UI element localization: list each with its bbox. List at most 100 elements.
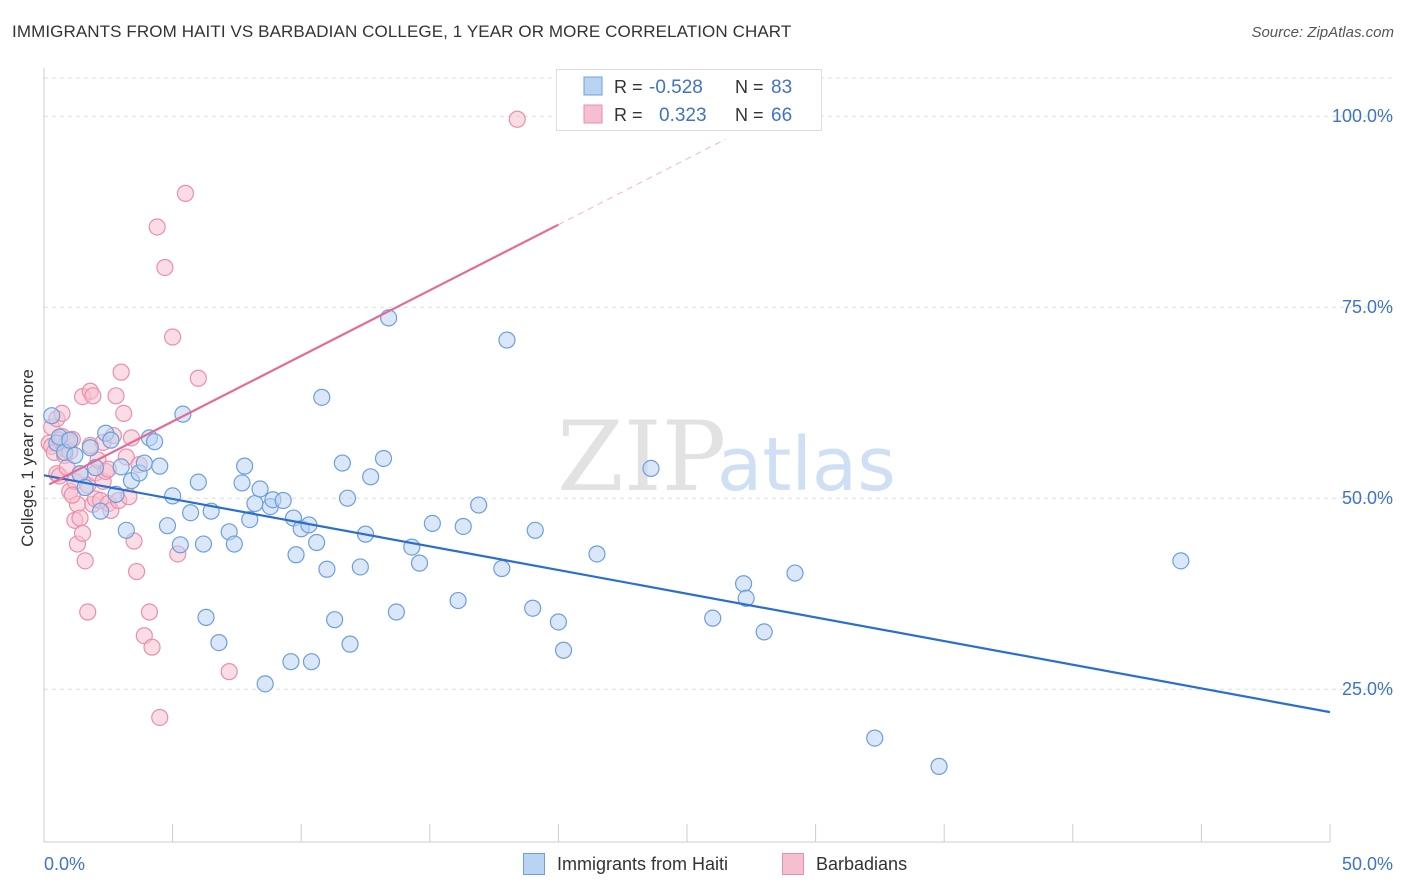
barbadians-point-62 — [220, 663, 238, 681]
haiti-point-70 — [526, 521, 544, 539]
haiti-point-61 — [387, 603, 405, 621]
haiti-point-56 — [351, 558, 369, 576]
haiti-point-64 — [423, 514, 441, 533]
stats-legend: R = -0.528 N = 83 R = 0.323 N = 66 — [556, 69, 822, 131]
haiti-point-39 — [256, 675, 274, 693]
watermark: ZIP atlas — [557, 401, 896, 513]
legend-swatch-barbadians — [583, 104, 603, 124]
y-tick-label-50: 50.0% — [1342, 488, 1393, 508]
bottom-legend-label-haiti: Immigrants from Haiti — [557, 853, 729, 874]
haiti-point-73 — [554, 641, 573, 659]
haiti-point-28 — [194, 535, 213, 553]
y-tick-label-75: 75.0% — [1342, 297, 1393, 317]
barbadians-point-56 — [151, 708, 169, 727]
barbadians-point-25 — [76, 552, 94, 570]
haiti-point-38 — [251, 480, 269, 498]
haiti-point-79 — [755, 623, 773, 641]
barbadians-point-57 — [156, 258, 174, 277]
haiti-point-48 — [302, 653, 321, 671]
bottom-legend-swatch-haiti — [523, 853, 545, 875]
y-tick-label-25: 25.0% — [1342, 679, 1393, 699]
haiti-point-34 — [233, 474, 251, 492]
haiti-point-36 — [241, 510, 259, 529]
legend-r-value-2: 0.323 — [659, 105, 707, 126]
barbadians-point-44 — [112, 363, 130, 381]
barbadians-point-53 — [140, 603, 159, 621]
haiti-point-81 — [866, 729, 884, 747]
legend-n-value-1: 83 — [771, 77, 792, 98]
haiti-point-72 — [549, 613, 568, 631]
haiti-point-26 — [182, 504, 200, 522]
legend-r-value-1: -0.528 — [649, 77, 703, 98]
haiti-point-10 — [91, 502, 110, 520]
haiti-point-63 — [410, 554, 429, 572]
haiti-point-82 — [930, 757, 948, 775]
barbadians-trend-extension — [558, 138, 726, 226]
barbadians-point-50 — [127, 562, 146, 581]
haiti-point-74 — [588, 545, 606, 563]
haiti-point-78 — [737, 589, 755, 607]
haiti-point-49 — [308, 533, 326, 552]
haiti-points — [43, 309, 1190, 775]
barbadians-point-60 — [176, 184, 195, 202]
legend-n-value-2: 66 — [771, 105, 792, 126]
source-credit: Source: ZipAtlas.com — [1251, 24, 1394, 41]
haiti-point-33 — [225, 535, 243, 553]
haiti-point-50 — [313, 388, 331, 406]
haiti-point-18 — [135, 454, 153, 472]
x-tick-label-max: 50.0% — [1342, 854, 1393, 874]
barbadians-point-22 — [71, 509, 89, 527]
legend-n-label-1: N = — [735, 77, 764, 97]
haiti-point-12 — [102, 431, 120, 449]
barbadians-point-24 — [73, 524, 92, 542]
haiti-point-23 — [164, 487, 182, 505]
bottom-legend-label-barbadians: Barbadians — [816, 853, 908, 874]
bottom-legend-barbadians: Barbadians — [782, 851, 907, 877]
barbadians-point-54 — [143, 638, 161, 656]
haiti-point-51 — [318, 560, 336, 578]
legend-r-label-1: R = — [614, 77, 643, 97]
haiti-point-58 — [362, 468, 380, 486]
haiti-point-24 — [171, 536, 189, 554]
barbadians-point-55 — [148, 218, 166, 236]
haiti-point-53 — [333, 454, 351, 472]
haiti-point-15 — [117, 521, 135, 539]
trend-lines — [43, 138, 1331, 714]
haiti-point-5 — [66, 446, 84, 465]
legend-n-label-2: N = — [735, 105, 764, 125]
y-tick-label-100: 100.0% — [1332, 106, 1393, 126]
haiti-point-21 — [151, 457, 169, 475]
barbadians-point-45 — [115, 404, 133, 422]
axes — [43, 68, 1331, 843]
haiti-point-75 — [642, 459, 660, 478]
haiti-point-59 — [374, 449, 393, 468]
haiti-point-35 — [236, 457, 254, 475]
legend-swatch-haiti — [583, 76, 603, 96]
barbadians-point-63 — [508, 110, 526, 128]
x-tick-label-min: 0.0% — [44, 854, 85, 874]
barbadians-trend-line — [48, 223, 559, 486]
barbadians-points — [40, 110, 526, 727]
haiti-point-4 — [61, 431, 79, 449]
bottom-legend-haiti: Immigrants from Haiti — [523, 851, 728, 877]
haiti-point-22 — [158, 517, 177, 535]
haiti-point-77 — [734, 575, 753, 593]
haiti-point-8 — [81, 439, 99, 457]
haiti-point-67 — [470, 496, 488, 514]
chart-title: IMMIGRANTS FROM HAITI VS BARBADIAN COLLE… — [12, 22, 792, 41]
stats-legend-svg: R = -0.528 N = 83 R = 0.323 N = 66 — [583, 76, 792, 126]
y-axis-label: College, 1 year or more — [18, 369, 37, 547]
haiti-point-45 — [287, 546, 305, 564]
haiti-point-80 — [786, 564, 804, 582]
tick-labels: 25.0% 50.0% 75.0% 100.0% 0.0% 50.0% — [44, 106, 1393, 874]
barbadians-point-30 — [84, 387, 102, 405]
barbadians-point-61 — [189, 369, 207, 387]
haiti-point-0 — [43, 407, 61, 425]
haiti-point-65 — [449, 591, 467, 610]
watermark-atlas: atlas — [717, 422, 896, 508]
haiti-point-27 — [189, 473, 207, 491]
haiti-point-42 — [274, 491, 292, 510]
haiti-point-76 — [704, 609, 722, 627]
legend-r-label-2: R = — [614, 105, 643, 125]
